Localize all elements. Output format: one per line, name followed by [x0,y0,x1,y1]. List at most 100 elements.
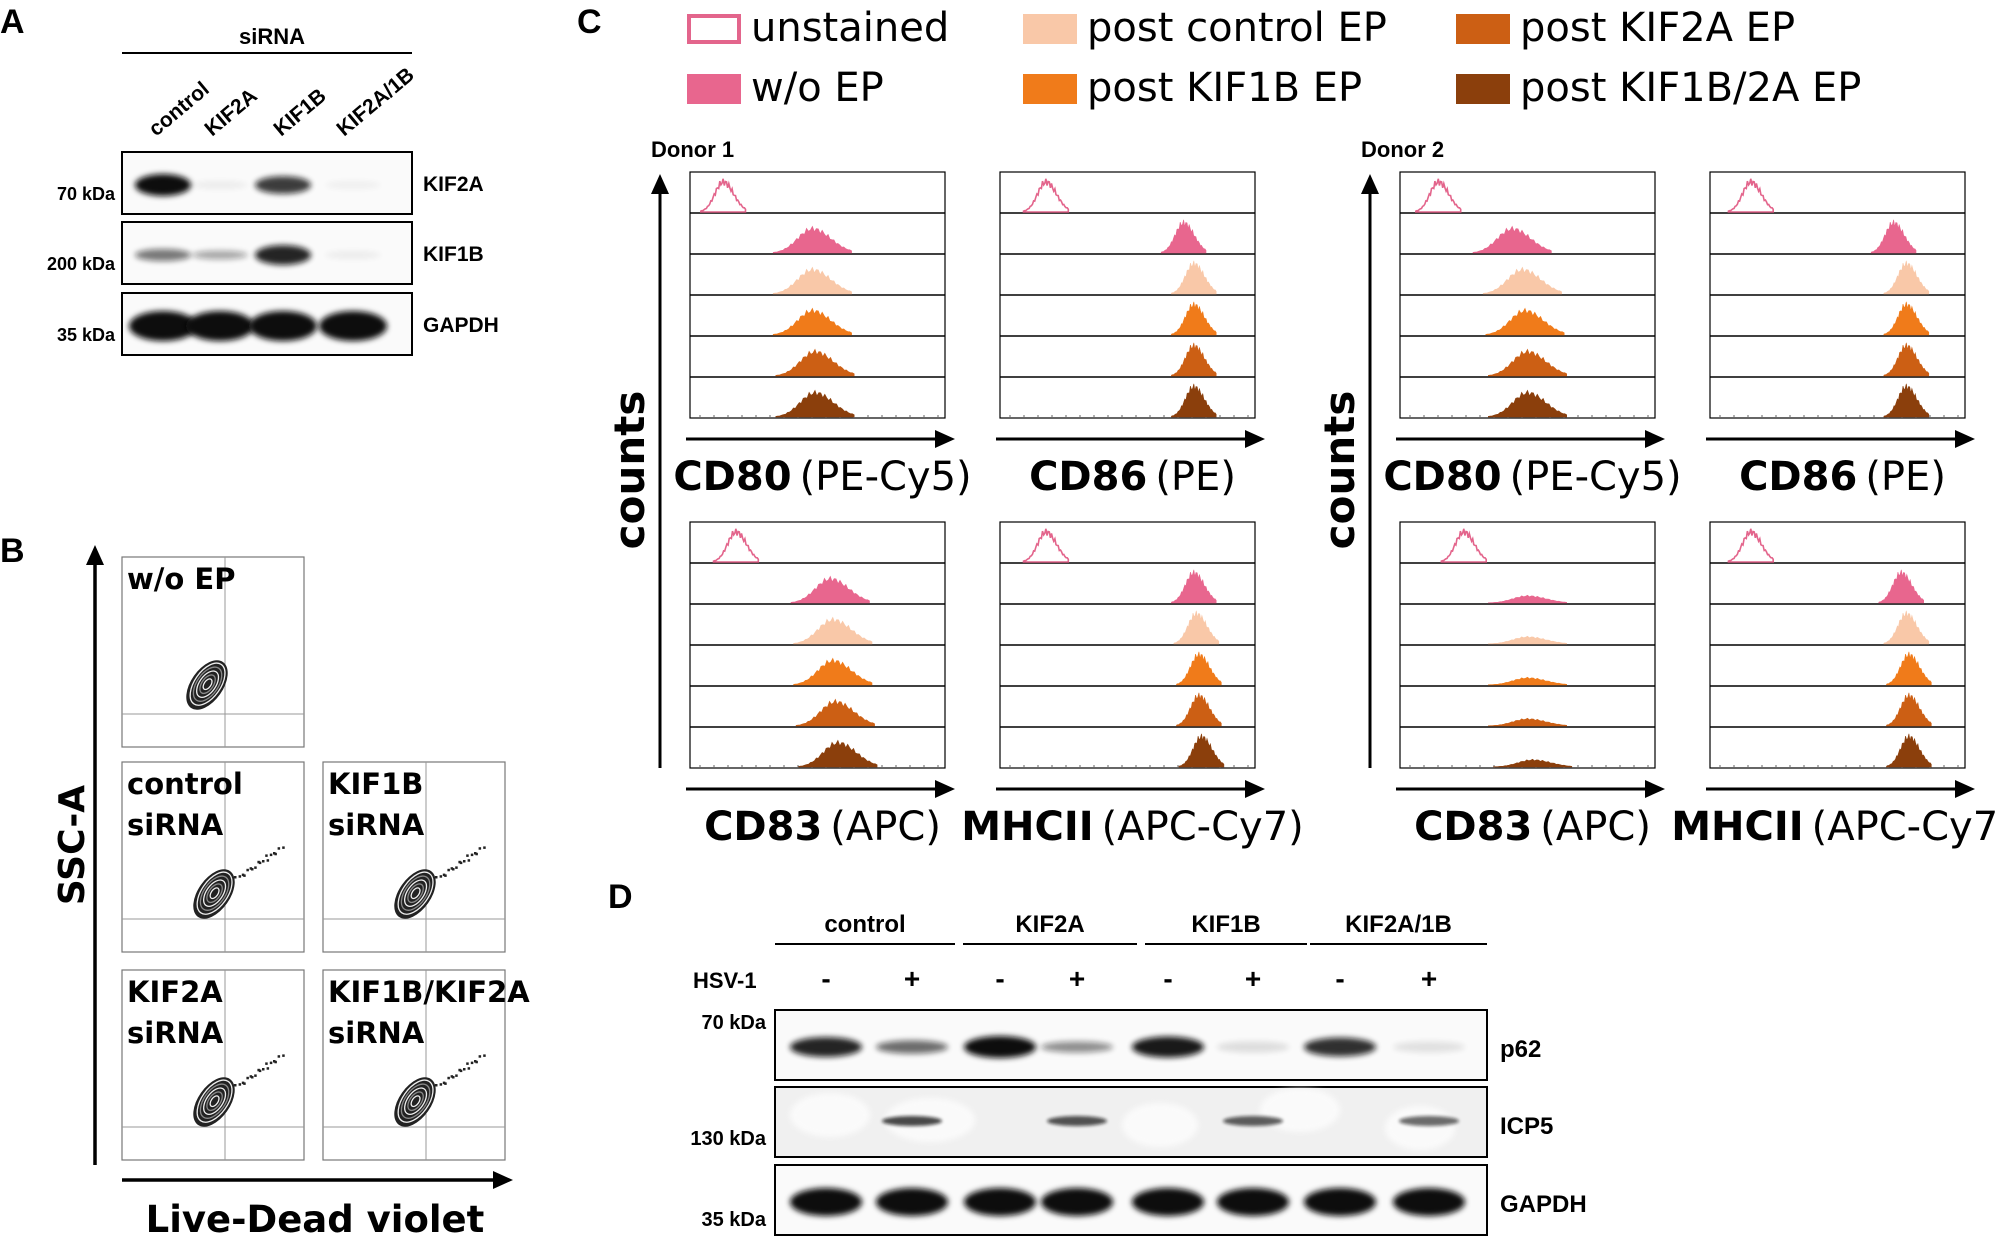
histogram-post-control-ep [1171,260,1217,295]
event-dot [475,852,478,856]
marker-name: CD86 [1739,454,1857,500]
band-p62-5 [1217,1041,1289,1053]
event-dot [266,859,270,862]
event-dot [277,847,281,850]
histogram-post-kif1b-2a-ep [775,389,855,418]
event-dot [282,846,285,849]
event-dot [249,1075,253,1078]
legend-item-post-control-ep: post control EP [1023,5,1387,51]
contour-ring [400,1083,431,1119]
contour-cluster [193,869,235,919]
marker-name: CD83 [1414,804,1532,850]
band-kif2a-1 [192,180,248,190]
band-gapdh-1 [876,1188,948,1216]
band-p62-7 [1393,1041,1465,1053]
event-dot [452,868,455,871]
legend-label: post KIF1B/2A EP [1520,65,1861,111]
event-dot [444,1082,447,1085]
histogram-post-control-ep [1173,610,1220,645]
event-dot [262,1068,265,1071]
marker-fluor: (APC) [830,804,941,850]
legend-swatch [687,74,741,104]
panel-d-treatment-signs: - + - + - + - + [821,963,1437,994]
band-kif2a-2 [255,176,311,194]
event-dot [458,1068,461,1072]
event-dot [274,852,277,856]
event-dot [241,1081,245,1085]
contour-ring [404,879,428,907]
histogram-post-control-ep [1883,260,1930,295]
event-dot [273,1060,276,1063]
band-gapdh-3 [1041,1188,1113,1216]
plot-label-line2: siRNA [328,808,425,842]
donor-2-label: Donor 2 [1361,137,1444,162]
histogram-post-control-ep [1488,635,1567,645]
event-dot [447,1076,450,1080]
contour-ring [203,879,227,907]
marker-200-kda: 200 kDa [47,254,116,274]
marker-name: CD86 [1029,454,1147,500]
event-dot [258,1069,262,1073]
histogram-stack-donor-1-cd86 [996,171,1265,448]
event-dot [478,1055,482,1058]
hsv1-sign-6: - [1335,963,1344,994]
histogram-stack-donor-2-cd80 [1396,171,1665,448]
plot-label-line1: KIF1B/KIF2A [328,975,530,1009]
plot-frame [121,761,305,953]
legend-item-unstained: unstained [687,5,949,51]
histogram-post-kif2a-ep [1886,692,1932,727]
hsv1-sign-5: + [1245,963,1261,994]
contour-ring [189,662,226,706]
marker-70-kda: 70 kDa [57,184,116,204]
panel-b-plots: w/o EPcontrolsiRNAKIF1BsiRNAKIF2AsiRNAKI… [121,556,530,1161]
event-dot [274,1060,277,1064]
event-dot [463,1068,466,1071]
marker-fluor: (PE-Cy5) [800,454,972,500]
blot-gapdh [774,1164,1488,1236]
event-dot [435,1084,438,1087]
panel-c-letter: C [577,3,602,41]
event-dot [238,875,242,878]
band-gapdh-2 [249,311,317,341]
band-kif1b-1 [192,250,248,260]
histogram-unstained [1727,528,1774,563]
histogram-stack-donor-1-mhcii [996,521,1265,798]
histogram-post-kif1b-2a-ep [798,739,878,768]
band-icp5-3 [1047,1116,1107,1126]
event-dot [452,1076,455,1079]
contour-ring [199,1083,230,1119]
marker-axis-arrow [1645,780,1665,798]
event-dot [234,1084,237,1087]
histogram-stack-donor-2-cd83 [1396,521,1665,798]
band-p62-1 [876,1040,948,1054]
contour-ring [192,666,223,702]
band-gapdh-0 [790,1188,862,1216]
event-dot [262,860,265,863]
hsv1-label: HSV-1 [693,968,757,993]
band-gapdh-5 [1217,1188,1289,1216]
blot-background-spot [790,1093,870,1137]
histogram-post-kif2a-ep [1488,717,1567,727]
counts-label: counts [1315,391,1364,550]
contour-ring [407,1091,424,1112]
plot-frame [322,969,506,1161]
event-dot [475,1060,478,1064]
lane-label-kif2a-1b: KIF2A/1B [332,63,418,141]
marker-name: CD83 [704,804,822,850]
marker-fluor: (APC-Cy7) [1102,804,1304,850]
marker-70-kda: 70 kDa [702,1012,767,1034]
contour-plot-w-o-ep: w/o EP [121,556,305,748]
contour-ring [400,875,431,911]
histogram-stack-donor-2-cd86 [1706,171,1975,448]
marker-35-kda: 35 kDa [702,1209,767,1231]
histogram-unstained [1727,178,1774,213]
marker-axis-arrow [1245,780,1265,798]
panel-c-legend: unstained post control EP post KIF2A EP w/o… [687,5,1861,111]
contour-ring [404,1087,428,1115]
group-label-kif1b: KIF1B [1191,911,1260,938]
event-dot [450,1075,454,1078]
event-dot [254,1074,257,1077]
histogram-post-kif1b-2a-ep [1886,733,1932,768]
event-dot [249,867,253,870]
